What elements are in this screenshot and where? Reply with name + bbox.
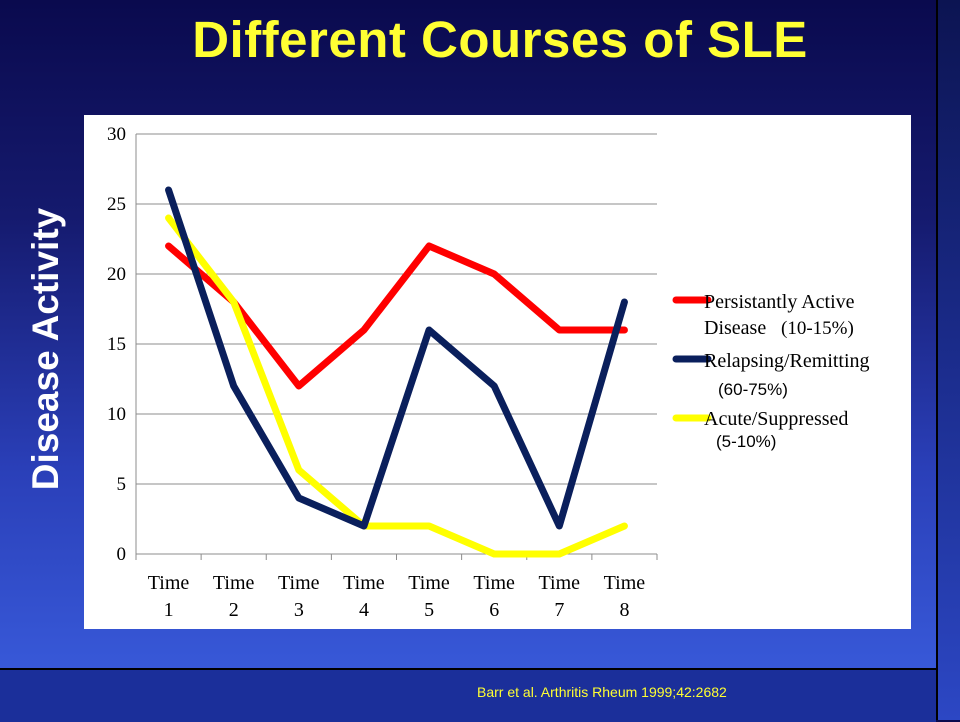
x-tick-label-line1: Time (604, 572, 646, 594)
x-tick-label-line1: Time (408, 572, 450, 594)
legend-label: Persistantly Active (704, 291, 855, 313)
x-tick-label-line2: 2 (229, 599, 239, 621)
x-tick-label-line2: 8 (619, 599, 629, 621)
legend-share: (5-10%) (716, 432, 776, 451)
x-tick-label-line2: 5 (424, 599, 434, 621)
y-tick-label: 30 (107, 124, 126, 145)
y-tick-label: 15 (107, 334, 126, 355)
x-tick-label-line1: Time (213, 572, 255, 594)
x-tick-label-line1: Time (278, 572, 320, 594)
y-tick-label: 5 (117, 474, 127, 495)
x-tick-label-line1: Time (539, 572, 581, 594)
y-tick-label: 25 (107, 194, 126, 215)
slide-right-border (936, 0, 960, 720)
y-tick-label: 10 (107, 404, 126, 425)
slide-title: Different Courses of SLE (0, 10, 960, 69)
y-axis-label: Disease Activity (25, 208, 67, 490)
legend-share: (60-75%) (718, 380, 788, 399)
legend-share: (10-15%) (781, 318, 854, 339)
x-tick-label-line2: 6 (489, 599, 499, 621)
x-tick-label-line1: Time (343, 572, 385, 594)
x-tick-label-line2: 3 (294, 599, 304, 621)
x-tick-label-line2: 7 (554, 599, 564, 621)
y-tick-label: 20 (107, 264, 126, 285)
legend-label: Relapsing/Remitting (704, 350, 870, 372)
line-chart: 0 5 10 15 20 25 30 Time 1 Time 2 Time 3 Time 4 Time 5 Tim… (84, 115, 911, 629)
x-tick-label-line1: Time (148, 572, 190, 594)
x-tick-label-line2: 4 (359, 599, 369, 621)
legend-label: Acute/Suppressed (704, 408, 848, 430)
x-tick-label-line1: Time (473, 572, 515, 594)
legend-label: Disease (704, 317, 766, 339)
series-line-1 (169, 190, 625, 526)
y-tick-label: 0 (117, 544, 127, 565)
citation: Barr et al. Arthritis Rheum 1999;42:2682 (477, 684, 727, 700)
x-tick-label-line2: 1 (164, 599, 174, 621)
chart-panel: 0 5 10 15 20 25 30 Time 1 Time 2 Time 3 Time 4 Time 5 Tim… (84, 115, 911, 629)
slide-footer-band (0, 668, 936, 722)
